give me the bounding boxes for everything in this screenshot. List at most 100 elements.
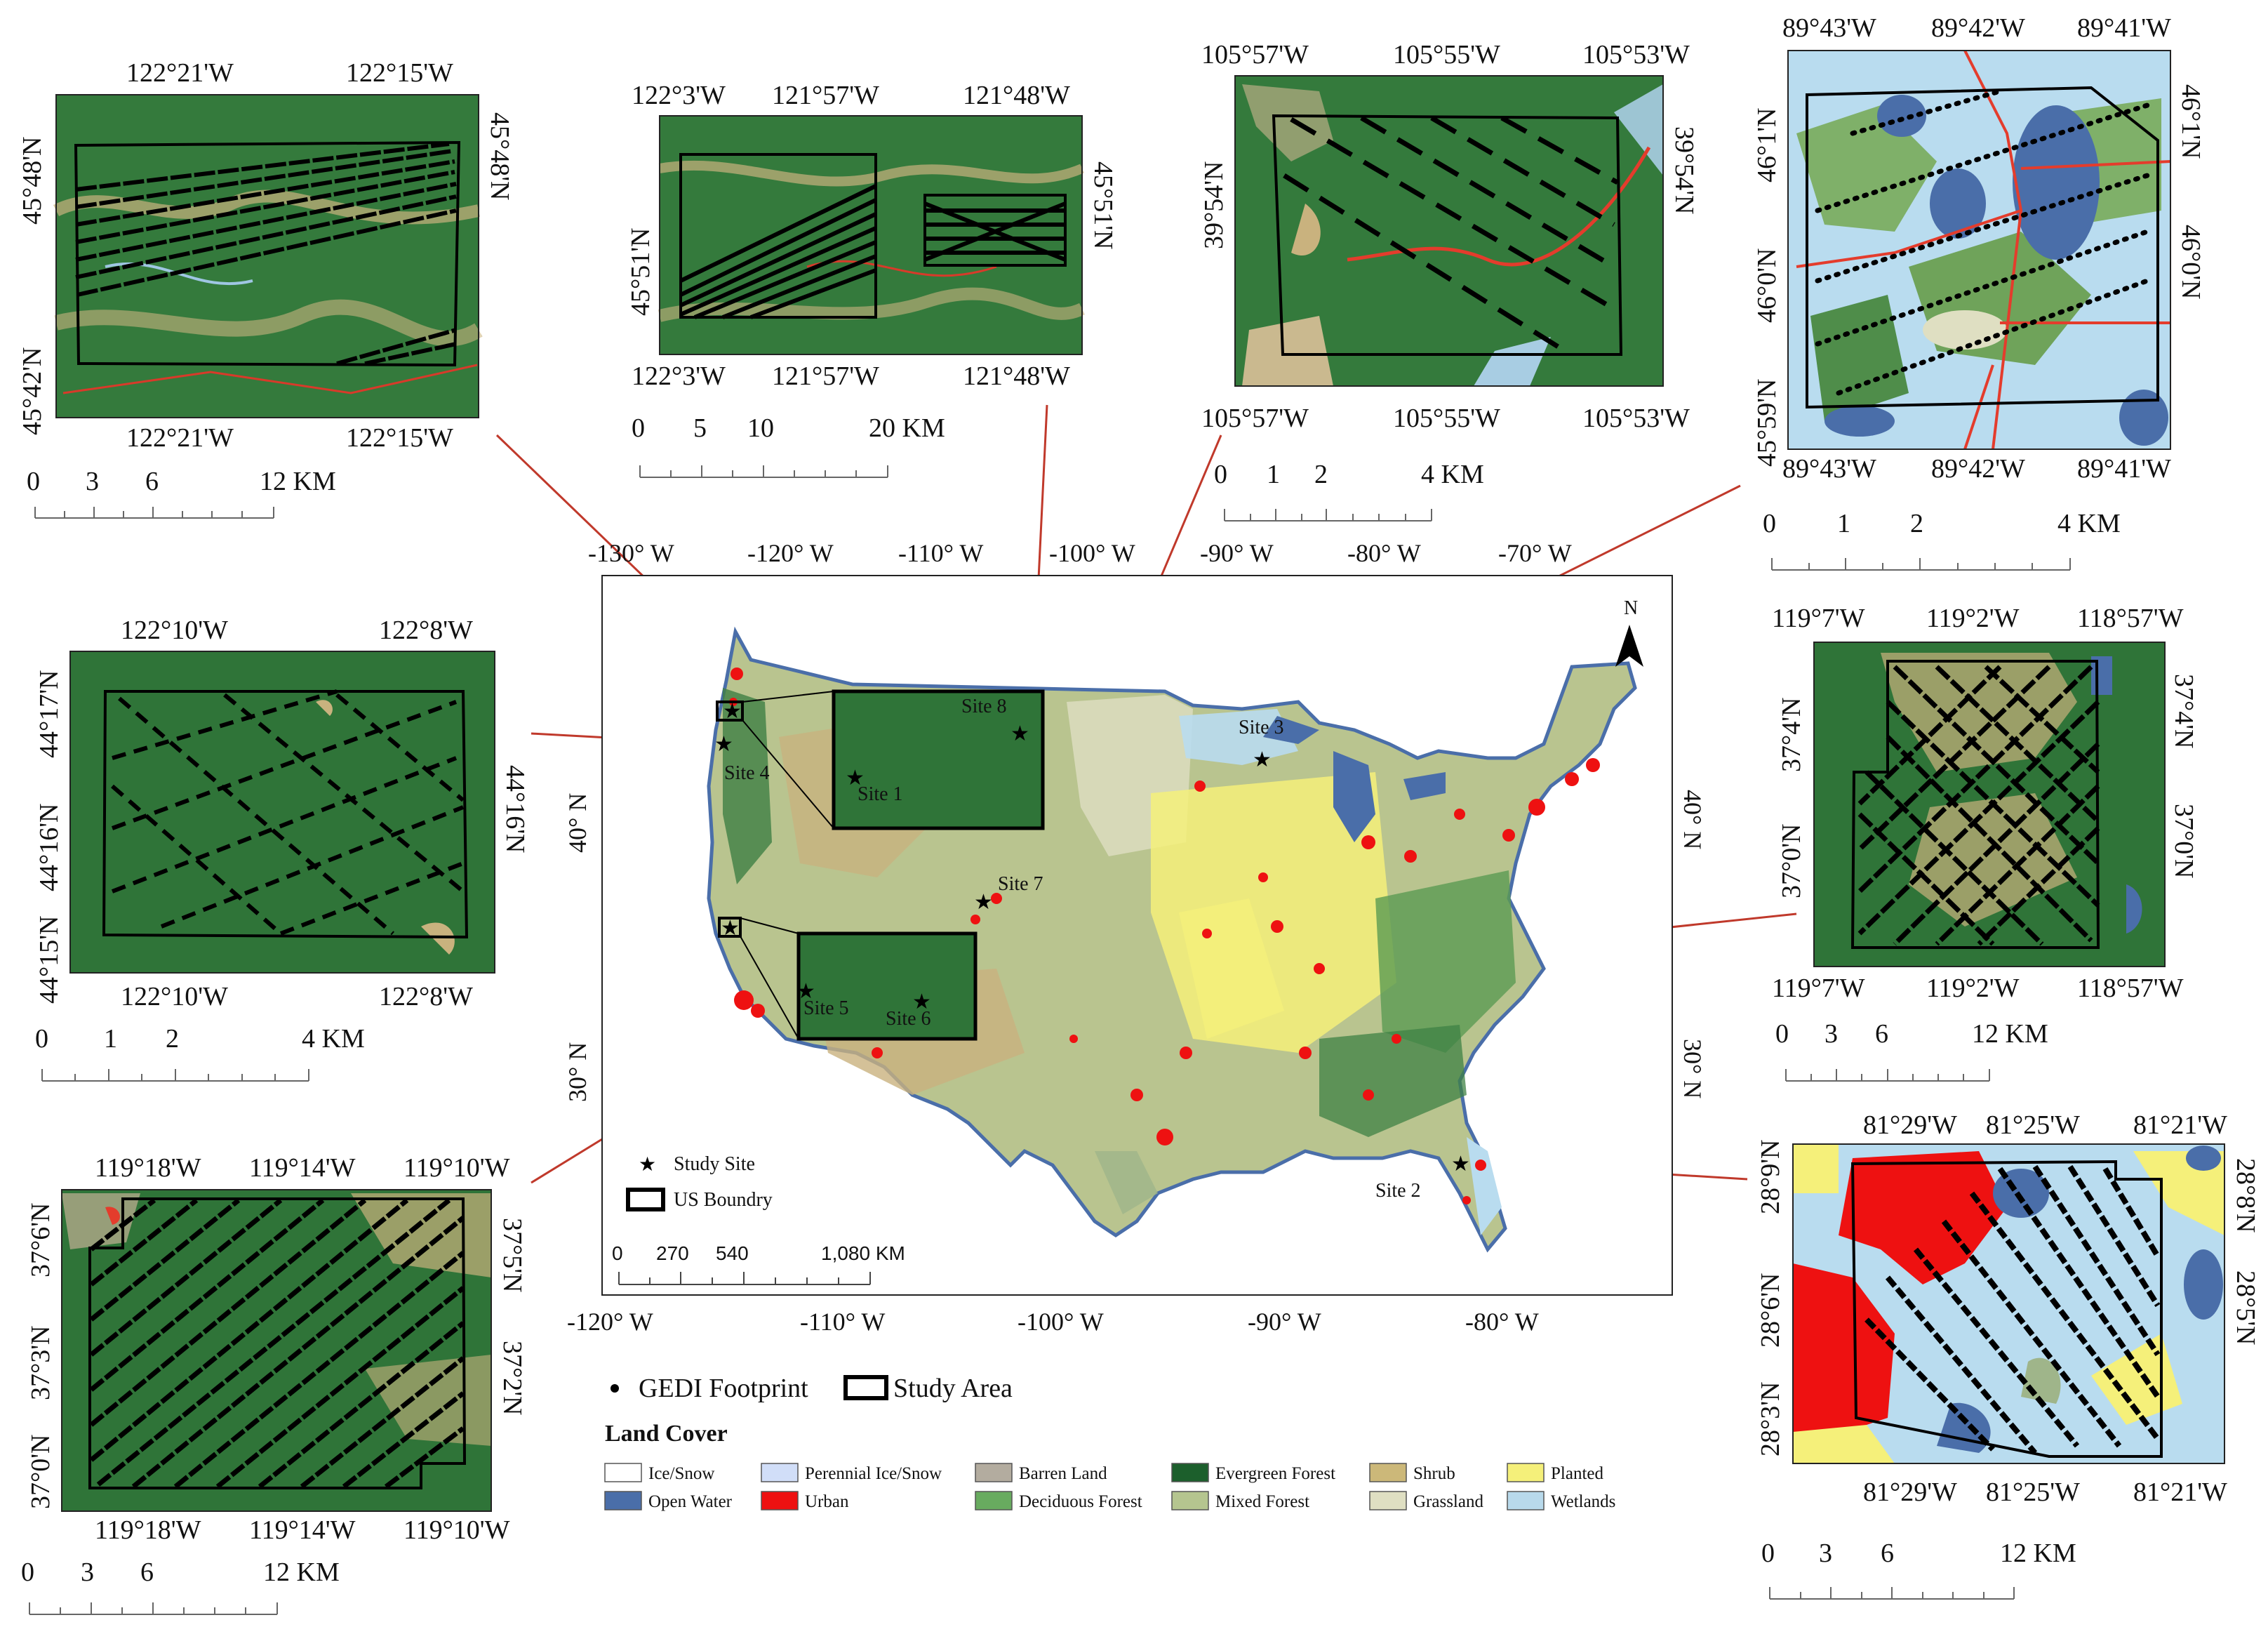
site7-top-lon-3: 105°53'W xyxy=(1582,40,1690,69)
site8-bottom-lon-1: 122°3'W xyxy=(632,361,726,391)
site-8-label: Site 8 xyxy=(961,696,1007,717)
site6-bottom-lon-3: 118°57'W xyxy=(2077,974,2184,1003)
site8-right-lat: 45°51'N xyxy=(1088,161,1118,250)
site4-scale-2: 2 xyxy=(166,1024,179,1054)
inset-site2: 81°29'W 81°25'W 81°21'W 81°29'W 81°25'W … xyxy=(1756,1110,2260,1600)
main-top-lon-4: -100° W xyxy=(1049,539,1135,567)
legend-study-area: Study Area xyxy=(893,1374,1013,1403)
main-top-lon-3: -110° W xyxy=(898,539,983,567)
site1-bottom-lon-2: 122°15'W xyxy=(346,423,453,453)
site4-bottom-lon-1: 122°10'W xyxy=(121,982,228,1011)
main-top-lon-5: -90° W xyxy=(1200,539,1274,567)
site3-left-lat-1: 46°1'N xyxy=(1752,108,1782,183)
site8-top-lon-1: 122°3'W xyxy=(632,81,726,110)
legend-swatch-5 xyxy=(975,1463,1013,1482)
legend-swatch-4 xyxy=(761,1491,799,1510)
site3-scale-bar: 0 1 2 4 KM xyxy=(1763,509,2121,571)
site4-top-lon-2: 122°8'W xyxy=(379,616,473,645)
legend-label-3: Perennial Ice/Snow xyxy=(805,1464,942,1483)
site8-scale-1: 5 xyxy=(693,413,707,443)
site6-bottom-lon-2: 119°2'W xyxy=(1926,974,2020,1003)
legend: GEDI Footprint Study Area Land Cover Ice… xyxy=(604,1374,1615,1511)
site-7-label: Site 7 xyxy=(998,873,1043,895)
main-scale-2: 540 xyxy=(716,1242,749,1264)
site1-top-lon-2: 122°15'W xyxy=(346,58,453,88)
site6-scale-bar: 0 3 6 12 KM xyxy=(1775,1019,2048,1082)
inset-site8: 122°3'W 121°57'W 121°48'W 122°3'W 121°57… xyxy=(626,81,1118,478)
legend-label-5: Barren Land xyxy=(1019,1464,1107,1483)
site7-top-lon-2: 105°55'W xyxy=(1393,40,1500,69)
site6-top-lon-3: 118°57'W xyxy=(2077,604,2184,633)
site6-right-lat-2: 37°0'N xyxy=(2169,804,2199,879)
site5-left-lat-3: 37°0'N xyxy=(26,1435,55,1510)
legend-swatch-7 xyxy=(1171,1463,1209,1482)
site3-scale-0: 0 xyxy=(1763,509,1776,538)
site5-left-lat-2: 37°3'N xyxy=(26,1326,55,1401)
site8-scale-3: 20 KM xyxy=(869,413,945,443)
site3-right-lat-1: 46°1'N xyxy=(2176,84,2206,159)
site7-top-lon-1: 105°57'W xyxy=(1201,40,1309,69)
main-top-lon-7: -70° W xyxy=(1498,539,1572,567)
legend-swatch-9 xyxy=(1369,1463,1407,1482)
site4-scale-1: 1 xyxy=(104,1024,117,1054)
study-site-star-icon: ★ xyxy=(639,1153,656,1175)
legend-swatch-3 xyxy=(761,1463,799,1482)
legend-label-9: Shrub xyxy=(1413,1464,1455,1483)
site2-right-lat-2: 28°5'N xyxy=(2231,1270,2260,1346)
main-scale-0: 0 xyxy=(612,1242,623,1264)
site4-top-lon-1: 122°10'W xyxy=(121,616,228,645)
site1-right-lat-1: 45°48'N xyxy=(485,112,514,201)
legend-swatch-1 xyxy=(604,1463,642,1482)
site6-top-lon-1: 119°7'W xyxy=(1772,604,1865,633)
site8-scale-bar: 0 5 10 20 KM xyxy=(632,413,945,478)
site3-bottom-lon-2: 89°42'W xyxy=(1931,454,2025,484)
site7-bottom-lon-3: 105°53'W xyxy=(1582,404,1690,433)
legend-label-12: Wetlands xyxy=(1551,1492,1615,1511)
site8-top-lon-2: 121°57'W xyxy=(772,81,879,110)
legend-label-2: Open Water xyxy=(648,1492,733,1511)
site3-scale-1: 1 xyxy=(1837,509,1850,538)
main-right-lat-2: 30° N xyxy=(1679,1039,1707,1098)
site1-scale-0: 0 xyxy=(27,467,40,496)
svg-text:★: ★ xyxy=(1451,1153,1470,1176)
site4-bottom-lon-2: 122°8'W xyxy=(379,982,473,1011)
inset-site1: 122°21'W 122°15'W 122°21'W 122°15'W 45°4… xyxy=(18,58,514,519)
site4-scale-0: 0 xyxy=(35,1024,48,1054)
site2-bottom-lon-1: 81°29'W xyxy=(1863,1477,1957,1507)
legend-swatch-12 xyxy=(1507,1491,1545,1510)
site7-bottom-lon-2: 105°55'W xyxy=(1393,404,1500,433)
site8-bottom-lon-2: 121°57'W xyxy=(772,361,879,391)
site3-right-lat-2: 46°0'N xyxy=(2176,225,2206,300)
legend-label-7: Evergreen Forest xyxy=(1215,1464,1335,1483)
site5-bottom-lon-3: 119°10'W xyxy=(403,1515,510,1545)
site7-scale-0: 0 xyxy=(1214,460,1227,489)
site3-left-lat-3: 45°59'N xyxy=(1752,379,1782,467)
site6-scale-3: 12 KM xyxy=(1972,1019,2048,1049)
legend-swatch-10 xyxy=(1369,1491,1407,1510)
legend-swatch-8 xyxy=(1171,1491,1209,1510)
legend-swatch-11 xyxy=(1507,1463,1545,1482)
legend-label-6: Deciduous Forest xyxy=(1019,1492,1142,1511)
site3-top-lon-3: 89°41'W xyxy=(2077,13,2171,43)
site2-left-lat-1: 28°9'N xyxy=(1756,1140,1785,1215)
inset-site7: 105°57'W 105°55'W 105°53'W 105°57'W 105°… xyxy=(1199,40,1699,522)
site1-bottom-lon-1: 122°21'W xyxy=(126,423,234,453)
site4-scale-bar: 0 1 2 4 KM xyxy=(35,1024,365,1082)
inset-site4: 122°10'W 122°8'W 122°10'W 122°8'W 44°17'… xyxy=(34,616,530,1082)
site3-top-lon-2: 89°42'W xyxy=(1931,13,2025,43)
site4-right-lat-1: 44°16'N xyxy=(500,765,530,854)
legend-title: Land Cover xyxy=(605,1421,728,1447)
svg-text:★: ★ xyxy=(912,990,931,1014)
site6-scale-0: 0 xyxy=(1775,1019,1789,1049)
site6-right-lat-1: 37°4'N xyxy=(2169,674,2199,749)
legend-swatch-6 xyxy=(975,1491,1013,1510)
main-map: ★ ★ ★ ★ ★ ★ ★ ★ ★ ★ Site 1 Site 2 Site 3… xyxy=(563,539,1707,1336)
main-top-lon-2: -120° W xyxy=(747,539,834,567)
site-4-label: Site 4 xyxy=(724,762,770,784)
site4-left-lat-2: 44°16'N xyxy=(34,804,64,892)
site7-scale-bar: 0 1 2 4 KM xyxy=(1214,460,1484,522)
site8-top-lon-3: 121°48'W xyxy=(963,81,1070,110)
main-bottom-lon-5: -80° W xyxy=(1465,1308,1539,1336)
main-bottom-lon-4: -90° W xyxy=(1248,1308,1321,1336)
site1-scale-2: 6 xyxy=(145,467,159,496)
